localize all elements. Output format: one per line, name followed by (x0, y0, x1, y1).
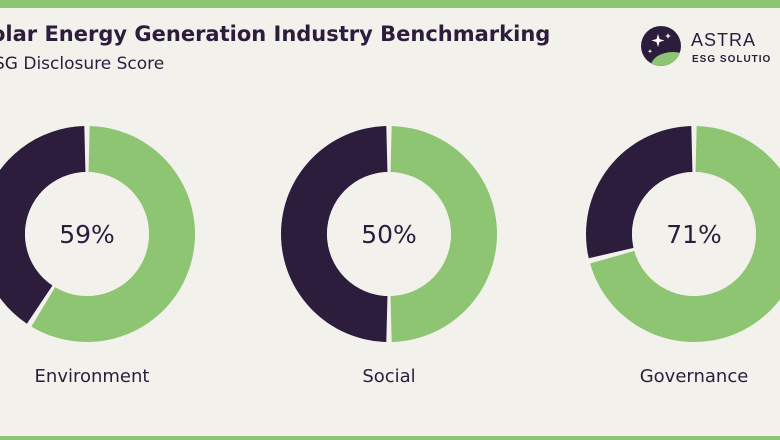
page-subtitle: SG Disclosure Score (0, 54, 165, 74)
logo-tagline: ESG SOLUTIO (692, 54, 772, 65)
donut-category-social: Social (362, 366, 415, 387)
donut-hole-social (327, 172, 451, 296)
donut-category-environment: Environment (35, 366, 150, 387)
company-logo: ASTRA ESG SOLUTIO (639, 24, 780, 72)
donut-slice-environment-score (31, 126, 195, 342)
bottom-accent-bar (0, 436, 780, 440)
top-accent-bar (0, 0, 780, 8)
donut-category-governance: Governance (640, 366, 749, 387)
astra-logo-icon (641, 26, 681, 66)
donut-hole-governance (632, 172, 756, 296)
donut-hole-environment (25, 172, 149, 296)
donut-slice-social-score (390, 126, 498, 342)
donut-slice-governance-score (590, 126, 780, 342)
donut-value-environment: 59% (59, 220, 115, 249)
donut-slice-environment-remainder (0, 126, 86, 324)
donut-value-governance: 71% (666, 220, 722, 249)
logo-name: ASTRA (691, 30, 757, 50)
donut-slice-governance-remainder (586, 126, 693, 259)
page-title: olar Energy Generation Industry Benchmar… (0, 22, 551, 46)
donut-value-social: 50% (361, 220, 417, 249)
donut-slice-social-remainder (280, 126, 388, 342)
